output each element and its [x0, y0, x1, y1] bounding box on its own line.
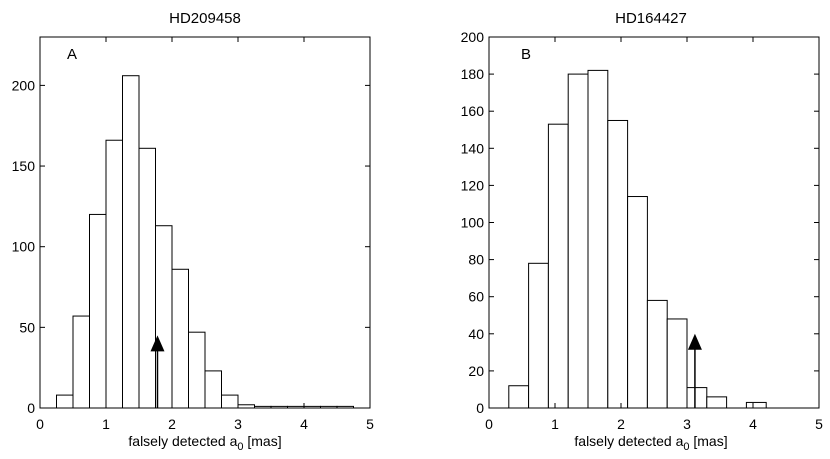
histogram-bar	[646, 299, 668, 409]
y-tick-label: 120	[461, 177, 485, 193]
x-ticks: 0 1 2 3 4 5	[485, 37, 823, 432]
histogram-bar	[204, 370, 222, 409]
y-tick-label: 60	[468, 289, 484, 305]
y-tick-label: 200	[461, 29, 485, 45]
histogram-bar	[607, 119, 629, 409]
histogram-bar	[105, 139, 123, 409]
y-tick-label: 150	[12, 158, 36, 174]
y-tick-label: 50	[19, 319, 35, 335]
x-tick-label: 0	[36, 416, 44, 432]
histogram-bar	[627, 196, 648, 409]
arrow-marker	[687, 333, 702, 408]
x-tick-label: 3	[234, 416, 242, 432]
panel-label: A	[67, 46, 77, 63]
x-axis-label-subscript: 0	[237, 441, 243, 453]
x-tick-label: 5	[815, 416, 823, 432]
histogram-bar	[547, 123, 569, 409]
y-tick-label: 40	[468, 326, 484, 342]
histogram-bar	[686, 387, 708, 409]
panel-label: B	[521, 46, 531, 63]
histogram-bar	[122, 75, 140, 409]
histogram-bar	[666, 318, 688, 409]
y-tick-label: 100	[12, 239, 36, 255]
histogram-bar	[303, 405, 321, 409]
chart-title: HD164427	[615, 10, 687, 27]
x-axis-label-unit: [mas]	[689, 433, 727, 449]
y-tick-label: 20	[468, 363, 484, 379]
histogram-bar	[320, 405, 338, 409]
y-ticks: 0 20 40 60 80 100 120 140 160 180 200	[461, 29, 819, 416]
histogram-bar	[188, 331, 206, 409]
x-axis-label-main: falsely detected a	[128, 433, 237, 449]
arrow-head	[687, 333, 702, 350]
histogram-bar	[171, 268, 189, 409]
x-tick-label: 5	[366, 416, 374, 432]
bars	[508, 69, 767, 409]
y-tick-label: 200	[12, 77, 36, 93]
histogram-bar	[237, 404, 255, 409]
y-tick-label: 180	[461, 66, 485, 82]
x-axis-label: falsely detected a0 [mas]	[128, 433, 281, 453]
histogram-bar	[221, 394, 239, 409]
chart-title: HD209458	[169, 10, 241, 27]
y-tick-label: 0	[476, 400, 484, 416]
histogram-bar	[254, 405, 272, 409]
panel-hd209458: HD209458 0 1 2 3 4 5 0 50 100 150 200 A falsely d…	[12, 10, 374, 453]
y-tick-label: 100	[461, 215, 485, 231]
histogram-bar	[508, 385, 530, 409]
histogram-bar	[567, 73, 589, 409]
histogram-bar	[56, 394, 74, 409]
y-tick-label: 0	[27, 400, 35, 416]
histogram-bar	[287, 405, 305, 409]
histogram-bar	[336, 405, 354, 409]
panel-hd164427: HD164427 0 1 2 3 4 5 0 20 40 60 80 100 120 140 160 180…	[461, 10, 823, 453]
x-tick-label: 0	[485, 416, 493, 432]
arrow-head	[150, 335, 165, 352]
histogram-bar	[587, 69, 609, 409]
y-tick-label: 140	[461, 140, 485, 156]
x-tick-label: 4	[749, 416, 757, 432]
histogram-bar	[138, 147, 156, 409]
x-tick-label: 4	[300, 416, 308, 432]
y-tick-label: 160	[461, 103, 485, 119]
histogram-bar	[72, 315, 90, 409]
histogram-bar	[270, 405, 288, 409]
x-axis-label: falsely detected a0 [mas]	[574, 433, 727, 453]
y-ticks: 0 50 100 150 200	[12, 77, 370, 416]
bars	[56, 75, 354, 409]
x-axis-label-main: falsely detected a	[574, 433, 683, 449]
arrow-marker	[150, 335, 165, 408]
x-axis-label-unit: [mas]	[243, 433, 281, 449]
x-tick-label: 2	[617, 416, 625, 432]
histogram-bar	[706, 396, 728, 409]
x-tick-label: 2	[168, 416, 176, 432]
histogram-bar	[528, 262, 549, 409]
x-ticks: 0 1 2 3 4 5	[36, 37, 374, 432]
x-tick-label: 3	[683, 416, 691, 432]
y-tick-label: 80	[468, 252, 484, 268]
x-axis-label-subscript: 0	[683, 441, 689, 453]
x-tick-label: 1	[551, 416, 559, 432]
x-tick-label: 1	[102, 416, 110, 432]
histogram-bar	[89, 213, 107, 409]
histogram-bar	[745, 401, 767, 409]
